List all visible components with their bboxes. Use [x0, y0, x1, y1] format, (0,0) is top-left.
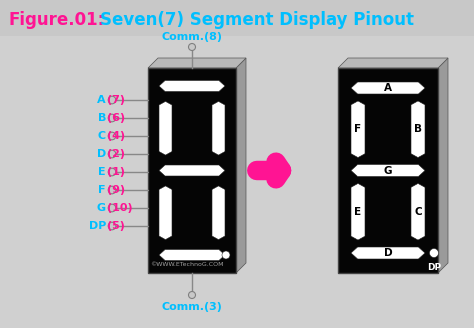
Text: DP: DP: [427, 262, 441, 272]
Polygon shape: [159, 186, 172, 239]
Text: B: B: [98, 113, 106, 123]
Text: G: G: [384, 166, 392, 175]
Text: ©WWW.ETechnoG.COM: ©WWW.ETechnoG.COM: [150, 262, 224, 268]
Polygon shape: [159, 165, 225, 176]
Polygon shape: [212, 101, 225, 155]
Circle shape: [189, 292, 195, 298]
Text: (9): (9): [107, 185, 125, 195]
Text: (5): (5): [107, 221, 125, 231]
Text: (6): (6): [107, 113, 125, 123]
Polygon shape: [351, 165, 425, 176]
Text: F: F: [99, 185, 106, 195]
Circle shape: [108, 114, 116, 122]
Text: (2): (2): [107, 149, 125, 159]
Circle shape: [108, 222, 116, 230]
Polygon shape: [148, 58, 246, 68]
Polygon shape: [351, 247, 425, 259]
Circle shape: [108, 168, 116, 176]
Polygon shape: [438, 58, 448, 273]
Text: A: A: [384, 83, 392, 93]
Polygon shape: [159, 250, 225, 260]
Polygon shape: [351, 183, 365, 240]
Text: C: C: [98, 131, 106, 141]
Circle shape: [108, 204, 116, 212]
Polygon shape: [159, 80, 225, 92]
Polygon shape: [212, 186, 225, 239]
Text: F: F: [355, 124, 362, 134]
Text: G: G: [97, 203, 106, 213]
Polygon shape: [338, 58, 448, 68]
FancyBboxPatch shape: [0, 0, 474, 36]
Text: C: C: [414, 207, 422, 217]
Text: E: E: [355, 207, 362, 217]
Circle shape: [108, 132, 116, 140]
Circle shape: [222, 251, 230, 259]
Text: (7): (7): [107, 95, 125, 105]
Text: D: D: [383, 248, 392, 258]
Polygon shape: [159, 101, 172, 155]
Text: Figure.01:: Figure.01:: [8, 11, 104, 29]
Circle shape: [189, 44, 195, 51]
Text: Comm.(3): Comm.(3): [162, 302, 222, 312]
Circle shape: [108, 150, 116, 158]
Text: DP: DP: [89, 221, 106, 231]
Circle shape: [429, 249, 438, 257]
Polygon shape: [411, 183, 425, 240]
Text: A: A: [97, 95, 106, 105]
Text: D: D: [97, 149, 106, 159]
Polygon shape: [351, 82, 425, 94]
Text: (10): (10): [107, 203, 133, 213]
Text: (4): (4): [107, 131, 125, 141]
Text: (1): (1): [107, 167, 125, 177]
Polygon shape: [411, 101, 425, 157]
Text: E: E: [99, 167, 106, 177]
FancyBboxPatch shape: [148, 68, 236, 273]
Polygon shape: [236, 58, 246, 273]
Polygon shape: [351, 101, 365, 157]
Text: Seven(7) Segment Display Pinout: Seven(7) Segment Display Pinout: [100, 11, 414, 29]
Text: Comm.(8): Comm.(8): [162, 32, 222, 42]
FancyBboxPatch shape: [338, 68, 438, 273]
Circle shape: [108, 96, 116, 104]
Text: B: B: [414, 124, 422, 134]
Circle shape: [108, 186, 116, 194]
